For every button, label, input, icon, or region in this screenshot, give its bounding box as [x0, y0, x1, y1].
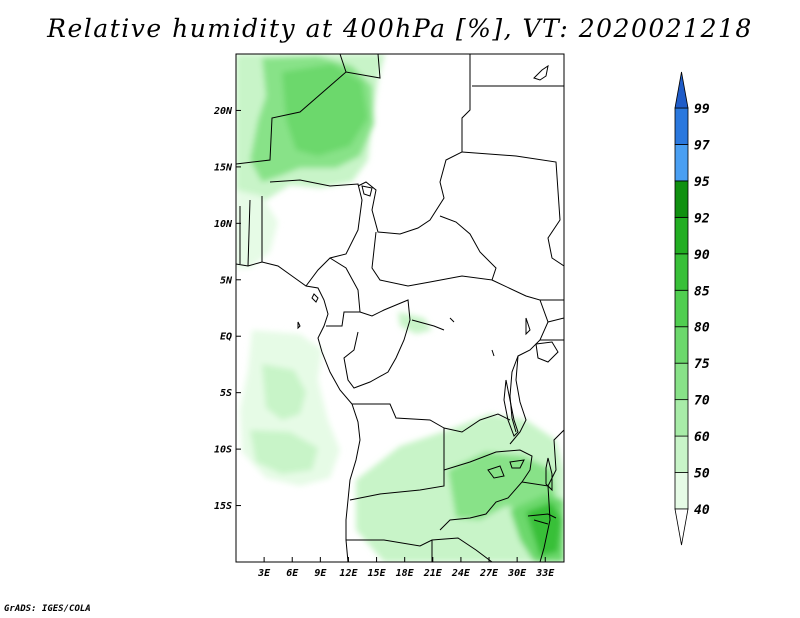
- lon-tick-label: 6E: [286, 568, 299, 579]
- humidity-region-central-small: [398, 312, 432, 334]
- border-chad-car: [371, 215, 497, 287]
- colorbar-bin: [674, 107, 689, 145]
- border-north-2: [339, 54, 347, 73]
- colorbar-label: 50: [694, 467, 710, 482]
- lat-tick-label: 5N: [220, 275, 233, 286]
- lat-tick-label: 15N: [214, 162, 233, 173]
- colorbar-bin: [674, 180, 689, 218]
- colorbar-label: 85: [694, 284, 710, 299]
- colorbar-bin: [674, 289, 689, 328]
- lat-tick-label: 5S: [220, 388, 232, 399]
- lake-malawi: [545, 457, 553, 492]
- border-sudan: [461, 151, 564, 267]
- lon-tick-label: 30E: [507, 568, 527, 579]
- colorbar-bin: [674, 399, 689, 437]
- island-saotome: [297, 321, 301, 330]
- border-cameroon: [326, 257, 361, 327]
- colorbar-bottom-arrow: [674, 508, 689, 546]
- border-drc-east: [491, 279, 549, 445]
- colorbar-label: 90: [694, 248, 710, 263]
- lon-tick-label: 15E: [368, 568, 387, 579]
- colorbar-bin: [674, 253, 689, 291]
- longitude-axis: 3E 6E 9E 12E 15E 18E 21E 24E 27E 30E 33E: [257, 557, 555, 579]
- lake-east-1: [525, 317, 531, 336]
- border-east-africa: [540, 299, 564, 341]
- border-north-1: [236, 54, 381, 165]
- border-lakes: [509, 355, 519, 433]
- border-angola: [349, 403, 445, 501]
- lon-tick-label: 9E: [314, 568, 327, 579]
- colorbar-label: 80: [694, 321, 710, 336]
- grads-credit: GrADS: IGES/COLA: [4, 604, 91, 614]
- lat-tick-label: 20N: [213, 106, 233, 117]
- lon-tick-label: 33E: [535, 568, 555, 579]
- lat-tick-label: EQ: [220, 332, 232, 343]
- lon-tick-label: 12E: [339, 568, 358, 579]
- colorbar-label: 60: [694, 430, 710, 445]
- colorbar-label: 40: [694, 503, 710, 518]
- lat-tick-label: 15S: [214, 501, 232, 512]
- country-boundaries: [236, 54, 564, 562]
- lake-kariba: [509, 459, 525, 469]
- colorbar-label: 95: [694, 175, 710, 190]
- lon-tick-label: 21E: [423, 568, 443, 579]
- humidity-shading: [236, 54, 564, 562]
- zambezi: [487, 465, 505, 479]
- colorbar-label: 70: [694, 394, 710, 409]
- lat-tick-label: 10S: [214, 445, 232, 456]
- colorbar-bin: [674, 216, 689, 255]
- lake-tanganyika: [503, 379, 519, 437]
- lon-tick-label: 18E: [396, 568, 415, 579]
- lake-victoria: [535, 341, 559, 363]
- colorbar-label: 92: [694, 211, 710, 226]
- humidity-region-atlantic-core: [262, 364, 306, 420]
- island-bioko: [311, 293, 319, 303]
- lon-tick-label: 3E: [257, 568, 271, 579]
- colorbar-top-arrow: [674, 71, 689, 109]
- border-west-small: [239, 196, 263, 267]
- colorbar-bin: [674, 472, 689, 510]
- colorbar-label: 75: [694, 357, 710, 372]
- colorbar-bin: [674, 362, 689, 401]
- colorbar-label: 97: [694, 138, 710, 153]
- lake-chad: [361, 185, 373, 197]
- border-mozambique-2: [539, 485, 551, 562]
- colorbar-bin: [674, 326, 689, 364]
- latitude-axis: 20N 15N 10N 5N EQ 5S 10S 15S: [213, 106, 241, 512]
- border-zambia-west: [443, 413, 511, 433]
- border-north-3: [357, 54, 471, 235]
- dashed-marks: [411, 317, 495, 357]
- lon-tick-label: 24E: [451, 568, 471, 579]
- lat-tick-label: 10N: [214, 219, 233, 230]
- coastline-west: [236, 261, 361, 562]
- colorbar-bin: [674, 144, 689, 182]
- map-frame: [235, 53, 565, 563]
- southeast-coast: [527, 513, 557, 525]
- colorbar-bin: [674, 435, 689, 473]
- lon-tick-label: 27E: [479, 568, 499, 579]
- humidity-region-west-coast: [236, 190, 278, 268]
- colorbar-label: 99: [694, 102, 710, 117]
- border-nigeria: [269, 179, 363, 287]
- border-congo: [343, 299, 411, 389]
- humidity-region-northwest-peak: [282, 64, 368, 156]
- colorbar: 40 50 60 70 75 80 85 90 92 95 97 99: [674, 71, 710, 546]
- chart-title: Relative humidity at 400hPa [%], VT: 202…: [47, 14, 753, 43]
- humidity-region-atlantic-south: [250, 430, 318, 474]
- red-sea-coast: [533, 64, 549, 81]
- border-mozambique: [521, 429, 564, 487]
